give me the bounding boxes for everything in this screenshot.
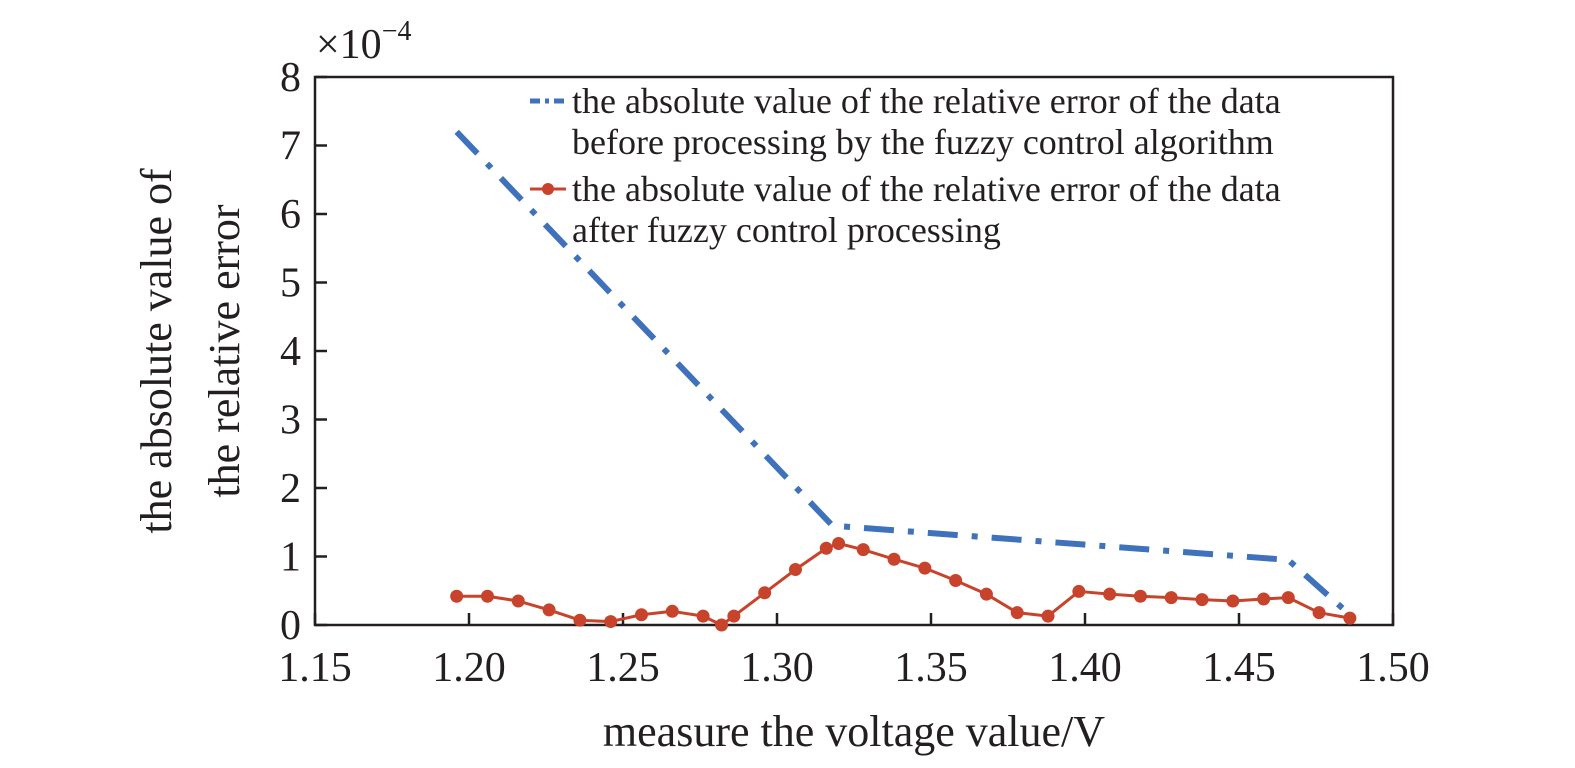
legend: the absolute value of the relative error… bbox=[530, 81, 1281, 250]
data-point-after bbox=[635, 608, 648, 621]
line-chart: 0 1 2 3 4 5 6 7 8 1.15 1.20 1.25 1.30 1.35 1.40 1.45 1.… bbox=[0, 0, 1575, 768]
legend-label-before-line-1: the absolute value of the relative error… bbox=[572, 81, 1281, 121]
data-point-after bbox=[758, 586, 771, 599]
y-tick-label: 0 bbox=[280, 603, 301, 649]
data-point-after bbox=[820, 542, 833, 555]
data-point-after bbox=[727, 610, 740, 623]
series-line-after bbox=[457, 543, 1350, 625]
y-tick-label: 7 bbox=[280, 124, 301, 170]
y-tick-label: 3 bbox=[280, 398, 301, 444]
data-point-after bbox=[1257, 592, 1270, 605]
data-point-after bbox=[1196, 593, 1209, 606]
data-point-after bbox=[450, 590, 463, 603]
y-multiplier-exponent: −4 bbox=[382, 16, 412, 47]
x-tick-label: 1.20 bbox=[432, 645, 506, 691]
data-point-after bbox=[1343, 612, 1356, 625]
data-point-after bbox=[888, 553, 901, 566]
data-point-after bbox=[949, 574, 962, 587]
data-point-after bbox=[512, 595, 525, 608]
legend-label-after-line-2: after fuzzy control processing bbox=[572, 210, 1001, 250]
y-axis-multiplier: ×10−4 bbox=[316, 16, 411, 68]
data-point-after bbox=[980, 588, 993, 601]
y-multiplier-base: ×10 bbox=[316, 22, 382, 68]
data-point-after bbox=[604, 615, 617, 628]
data-point-after bbox=[573, 614, 586, 627]
x-tick-label: 1.45 bbox=[1202, 645, 1276, 691]
data-point-after bbox=[697, 610, 710, 623]
data-point-after bbox=[666, 605, 679, 618]
data-point-after bbox=[789, 563, 802, 576]
data-point-after bbox=[1282, 591, 1295, 604]
data-point-after bbox=[1226, 595, 1239, 608]
data-point-after bbox=[1165, 591, 1178, 604]
y-tick-label: 1 bbox=[280, 535, 301, 581]
x-tick-label: 1.15 bbox=[278, 645, 352, 691]
legend-label-after-line-1: the absolute value of the relative error… bbox=[572, 169, 1281, 209]
y-tick-label: 2 bbox=[280, 466, 301, 512]
data-point-after bbox=[1042, 610, 1055, 623]
x-tick-label: 1.40 bbox=[1048, 645, 1122, 691]
data-point-after bbox=[715, 619, 728, 632]
y-axis-title-line-1: the absolute value of bbox=[132, 168, 181, 534]
data-point-after bbox=[857, 543, 870, 556]
data-point-after bbox=[832, 537, 845, 550]
y-tick-label: 6 bbox=[280, 192, 301, 238]
x-axis-title: measure the voltage value/V bbox=[603, 707, 1105, 756]
data-point-after bbox=[543, 603, 556, 616]
x-tick-label: 1.25 bbox=[586, 645, 660, 691]
data-point-after bbox=[1313, 606, 1326, 619]
x-tick-label: 1.30 bbox=[740, 645, 814, 691]
y-tick-label: 8 bbox=[280, 55, 301, 101]
y-tick-label: 5 bbox=[280, 261, 301, 307]
data-point-after bbox=[1072, 585, 1085, 598]
data-point-after bbox=[1011, 606, 1024, 619]
y-axis-title-line-2: the relative error bbox=[200, 204, 249, 498]
data-point-after bbox=[1103, 588, 1116, 601]
x-tick-label: 1.35 bbox=[894, 645, 968, 691]
y-tick-label: 4 bbox=[280, 329, 301, 375]
legend-marker-after bbox=[542, 183, 554, 195]
data-point-after bbox=[1134, 590, 1147, 603]
x-tick-label: 1.50 bbox=[1356, 645, 1430, 691]
data-point-after bbox=[481, 590, 494, 603]
data-point-after bbox=[918, 562, 931, 575]
y-axis-title: the absolute value of the relative error bbox=[132, 168, 249, 534]
legend-label-before-line-2: before processing by the fuzzy control a… bbox=[572, 122, 1274, 162]
y-axis: 0 1 2 3 4 5 6 7 8 bbox=[280, 55, 327, 649]
